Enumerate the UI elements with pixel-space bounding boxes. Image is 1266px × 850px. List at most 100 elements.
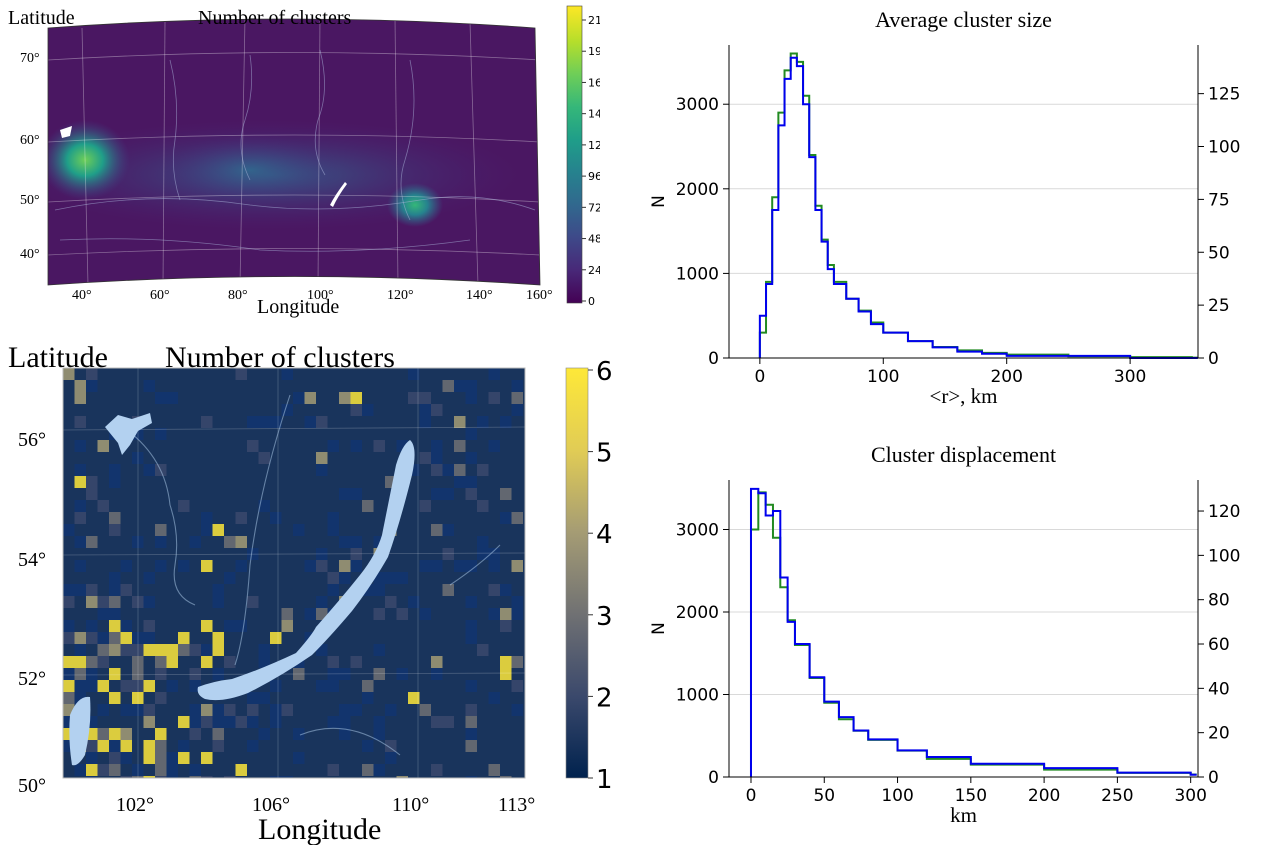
map-cell <box>201 752 213 764</box>
x-tick-label: 200 <box>990 367 1022 387</box>
map-cell <box>155 644 167 656</box>
map-cell <box>224 716 236 728</box>
map-cell <box>143 596 155 608</box>
map-cell <box>316 560 328 572</box>
map-top-colorbar <box>566 5 583 304</box>
x-tick-label: 0 <box>754 367 765 387</box>
map-cell <box>166 752 178 764</box>
y-tick-label-right: 75 <box>1208 190 1230 210</box>
map-cell <box>86 620 98 632</box>
map-cell <box>442 548 454 560</box>
map-cell <box>74 380 86 392</box>
map-cell <box>500 776 512 778</box>
map-cell <box>132 764 144 776</box>
map-cell <box>120 704 132 716</box>
map-cell <box>373 644 385 656</box>
graticule-lat-52 <box>63 672 525 676</box>
map-cell <box>97 740 109 752</box>
map-cell <box>120 728 132 740</box>
map-cell <box>316 680 328 692</box>
map-cell <box>465 704 477 716</box>
map-cell <box>362 740 374 752</box>
y-tick-label-left: 3000 <box>676 95 719 115</box>
river-angara <box>119 424 196 606</box>
y-axis-label-right: N <box>1261 622 1266 635</box>
map-cell <box>442 524 454 536</box>
map-cell <box>247 596 259 608</box>
map-cell <box>201 524 213 536</box>
map-cell <box>247 416 259 428</box>
map-cell <box>511 380 523 392</box>
lake-baikal-shape <box>197 440 415 701</box>
map-cell <box>247 740 259 752</box>
map-cell <box>488 560 500 572</box>
map-bottom-frame <box>62 367 526 779</box>
map-cell <box>155 428 167 440</box>
map-cell <box>442 488 454 500</box>
map-cell <box>120 752 132 764</box>
map-cell <box>120 560 132 572</box>
map-cell <box>166 764 178 776</box>
map-cell <box>339 560 351 572</box>
map-cell <box>465 476 477 488</box>
map-cell <box>86 752 98 764</box>
map-cell <box>155 752 167 764</box>
map-cell <box>201 716 213 728</box>
map-cell <box>431 764 443 776</box>
map-cell <box>327 512 339 524</box>
map-cell <box>488 608 500 620</box>
map-cell <box>97 728 109 740</box>
map-cell <box>120 584 132 596</box>
map-cell <box>454 440 466 452</box>
graticule-lat-40 <box>48 248 540 256</box>
map-cell <box>74 680 86 692</box>
map-cell <box>212 704 224 716</box>
lake-west-edge <box>69 696 91 766</box>
river-line <box>234 394 291 666</box>
colorbar-tick-label: 168 <box>588 76 600 89</box>
map-cell <box>247 440 259 452</box>
map-cell <box>454 560 466 572</box>
bratsk-reservoir <box>105 413 152 455</box>
map-cell <box>109 740 121 752</box>
map-cell <box>143 716 155 728</box>
map-cell <box>327 572 339 584</box>
map-cell <box>419 416 431 428</box>
map-cell <box>385 596 397 608</box>
map-cell <box>385 752 397 764</box>
map-cell <box>155 392 167 404</box>
graticule-lat-70 <box>48 52 540 61</box>
map-cell <box>97 500 109 512</box>
map-cell <box>270 512 282 524</box>
colorbar-tick-label: 216 <box>588 14 600 27</box>
map-cell <box>454 416 466 428</box>
map-cell <box>373 728 385 740</box>
graticule-lat-50 <box>48 194 540 203</box>
map-cell <box>109 512 121 524</box>
map-cell <box>132 428 144 440</box>
map-cell <box>465 452 477 464</box>
map-cell <box>74 512 86 524</box>
lat-tick-label: 50° <box>20 193 40 208</box>
map-cell <box>235 764 247 776</box>
map-cell <box>63 596 75 608</box>
map-cell <box>281 776 293 778</box>
lat-tick-label: 70° <box>20 51 40 66</box>
lon-tick-label: 110° <box>392 794 429 816</box>
map-cell <box>373 440 385 452</box>
x-axis-label: km <box>950 803 977 827</box>
colorbar-tick-label: 6 <box>596 357 613 387</box>
river-line <box>314 49 326 176</box>
map-cell <box>109 464 121 476</box>
colorbar-tick-label: 96 <box>588 170 600 183</box>
map-cell <box>74 632 86 644</box>
map-cell <box>339 668 351 680</box>
map-cell <box>258 644 270 656</box>
map-cell <box>235 536 247 548</box>
map-cell <box>339 716 351 728</box>
colorbar-tick-label: 5 <box>596 439 613 469</box>
map-cell <box>316 608 328 620</box>
map-cell <box>316 596 328 608</box>
map-cell <box>86 596 98 608</box>
map-bottom-colorbar <box>565 367 589 779</box>
